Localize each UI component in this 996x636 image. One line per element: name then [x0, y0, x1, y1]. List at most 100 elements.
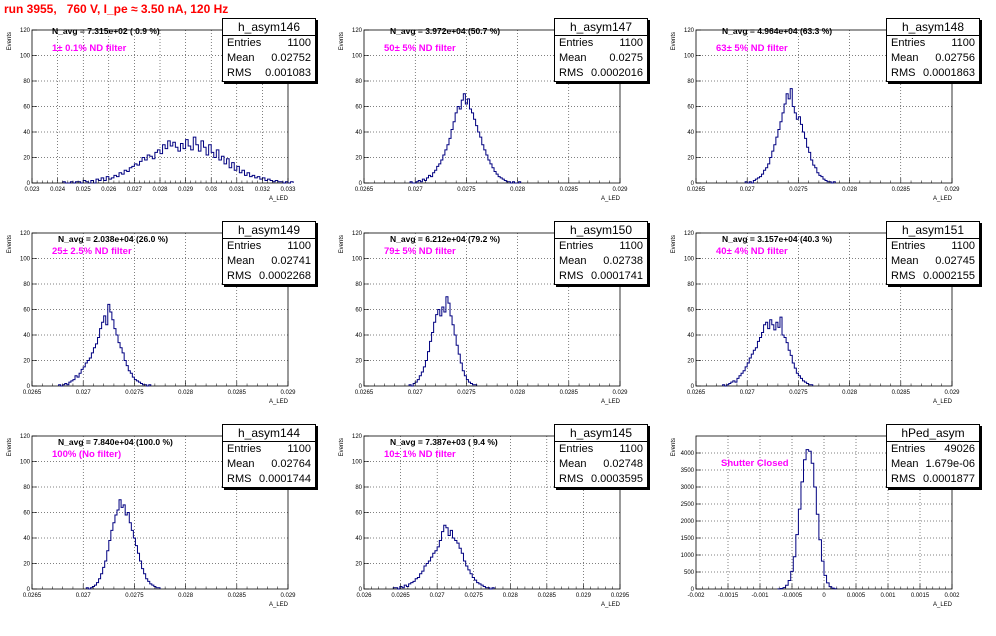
y-tick-label: 60	[23, 308, 30, 314]
y-tick-label: 80	[355, 485, 362, 491]
histogram-plot: 0.0265 0.027 0.0275 0.028 0.0285 0.029 0 20 40 60…	[7, 434, 296, 608]
x-tick-label: 0.027	[76, 593, 92, 599]
stats-mean-row: Mean 0.02745	[887, 254, 979, 269]
y-tick-label: 1500	[681, 536, 695, 542]
x-axis-title: A_LED	[933, 196, 953, 202]
stats-box: h_asym146 Entries 1100 Mean 0.02752 RMS 0.0010…	[222, 18, 316, 82]
stats-mean-row: Mean 0.02738	[555, 254, 647, 269]
x-tick-label: 0.028	[503, 593, 519, 599]
x-tick-label: 0.027	[76, 390, 92, 396]
stats-entries-row: Entries 1100	[555, 239, 647, 254]
x-tick-label: 0.026	[101, 187, 117, 193]
stats-mean-value: 0.02752	[271, 52, 311, 64]
histogram-plot: 0.0265 0.027 0.0275 0.028 0.0285 0.029 0 20 40 60…	[671, 28, 960, 202]
y-tick-label: 80	[355, 79, 362, 85]
stats-entries-label: Entries	[227, 443, 262, 455]
histogram-name: h_asym150	[555, 222, 647, 239]
stats-mean-row: Mean 0.02764	[223, 457, 315, 472]
stats-rms-row: RMS 0.0002155	[887, 269, 979, 284]
histogram-line	[62, 136, 294, 184]
x-tick-label: 0.0285	[228, 593, 247, 599]
stats-entries-value: 1100	[951, 37, 975, 49]
y-tick-label: 2500	[681, 502, 695, 508]
y-tick-label: 20	[355, 156, 362, 162]
stats-box: h_asym148 Entries 1100 Mean 0.02756 RMS 0.0001…	[886, 18, 980, 82]
stats-rms-value: 0.0001744	[259, 473, 311, 485]
x-tick-label: 0.03	[205, 187, 217, 193]
stats-mean-label: Mean	[227, 52, 255, 64]
y-tick-label: 40	[23, 333, 30, 339]
x-tick-label: 0.0265	[687, 390, 706, 396]
y-tick-label: 20	[687, 359, 694, 365]
x-tick-label: 0.027	[740, 187, 756, 193]
stats-mean-value: 0.02741	[271, 255, 311, 267]
y-tick-label: 40	[355, 333, 362, 339]
histogram-plot: 0.0265 0.027 0.0275 0.028 0.0285 0.029 0 20 40 60…	[7, 231, 296, 405]
stats-mean-value: 0.02764	[271, 458, 311, 470]
histogram-pad: 0.0265 0.027 0.0275 0.028 0.0285 0.029 0 20 40 60…	[664, 18, 994, 230]
histogram-line	[392, 524, 495, 590]
y-tick-label: 0	[359, 384, 363, 390]
stats-entries-label: Entries	[227, 240, 262, 252]
stats-entries-label: Entries	[559, 443, 594, 455]
y-tick-label: 120	[684, 28, 695, 34]
x-axis-title: A_LED	[601, 602, 621, 608]
y-axis-title: Events	[671, 235, 677, 253]
filter-label: 50± 5% ND filter	[384, 43, 456, 54]
y-tick-label: 0	[359, 587, 363, 593]
stats-rms-label: RMS	[559, 270, 584, 282]
x-tick-label: 0.029	[944, 187, 960, 193]
stats-entries-label: Entries	[891, 240, 926, 252]
stats-entries-label: Entries	[559, 240, 594, 252]
y-tick-label: 2000	[681, 519, 695, 525]
stats-rms-label: RMS	[227, 473, 252, 485]
y-tick-label: 80	[23, 79, 30, 85]
histogram-name: h_asym151	[887, 222, 979, 239]
histogram-plot: 0.026 0.0265 0.027 0.0275 0.028 0.0285 0.029 0.…	[339, 434, 630, 608]
x-tick-label: 0.0265	[355, 187, 374, 193]
stats-box: h_asym150 Entries 1100 Mean 0.02738 RMS 0.0001…	[554, 221, 648, 285]
y-tick-label: 0	[691, 384, 695, 390]
x-tick-label: 0.0275	[125, 593, 144, 599]
y-axis-title: Events	[671, 438, 677, 456]
stats-mean-row: Mean 0.02752	[223, 51, 315, 66]
y-tick-label: 0	[27, 384, 31, 390]
x-axis-title: A_LED	[269, 602, 289, 608]
y-tick-label: 20	[23, 562, 30, 568]
y-tick-label: 60	[355, 308, 362, 314]
x-tick-label: 0.027	[740, 390, 756, 396]
stats-rms-label: RMS	[227, 270, 252, 282]
x-tick-label: 0.027	[127, 187, 143, 193]
y-tick-label: 0	[691, 587, 695, 593]
stats-mean-value: 0.02748	[603, 458, 643, 470]
stats-rms-value: 0.001083	[265, 67, 311, 79]
y-tick-label: 40	[687, 130, 694, 136]
histogram-plot: -0.002 -0.0015 -0.001 -0.0005 0 0.0005 0.001 0.…	[671, 435, 960, 608]
x-axis-title: A_LED	[933, 399, 953, 405]
histogram-plot: 0.023 0.024 0.025 0.026 0.027 0.028 0.029 0.03 0…	[7, 28, 296, 202]
x-tick-label: -0.001	[751, 593, 769, 599]
histogram-pad: 0.0265 0.027 0.0275 0.028 0.0285 0.029 0 20 40 60…	[332, 18, 662, 230]
stats-mean-row: Mean 0.02748	[555, 457, 647, 472]
stats-entries-row: Entries 49026	[887, 442, 979, 457]
x-tick-label: 0.028	[510, 187, 526, 193]
histogram-plot: 0.0265 0.027 0.0275 0.028 0.0285 0.029 0 20 40 60…	[339, 28, 628, 202]
x-tick-label: 0.029	[944, 390, 960, 396]
y-tick-label: 60	[355, 511, 362, 517]
stats-mean-label: Mean	[227, 458, 255, 470]
histogram-line	[408, 296, 478, 387]
stats-box: h_asym147 Entries 1100 Mean 0.0275 RMS 0.00020…	[554, 18, 648, 82]
x-tick-label: 0.028	[152, 187, 168, 193]
x-tick-label: 0.028	[842, 390, 858, 396]
histogram-name: h_asym149	[223, 222, 315, 239]
y-tick-label: 0	[359, 181, 363, 187]
y-tick-label: 40	[355, 536, 362, 542]
y-tick-label: 0	[27, 587, 31, 593]
stats-rms-label: RMS	[559, 67, 584, 79]
x-tick-label: -0.0005	[782, 593, 803, 599]
n-avg-label: N_avg = 3.157e+04 (40.3 %)	[722, 234, 833, 244]
filter-label: 25± 2.5% ND filter	[52, 246, 132, 257]
n-avg-label: N_avg = 7.315e+02 ( 0.9 %)	[52, 26, 160, 36]
x-tick-label: 0.0275	[457, 390, 476, 396]
y-tick-label: 120	[20, 28, 31, 34]
